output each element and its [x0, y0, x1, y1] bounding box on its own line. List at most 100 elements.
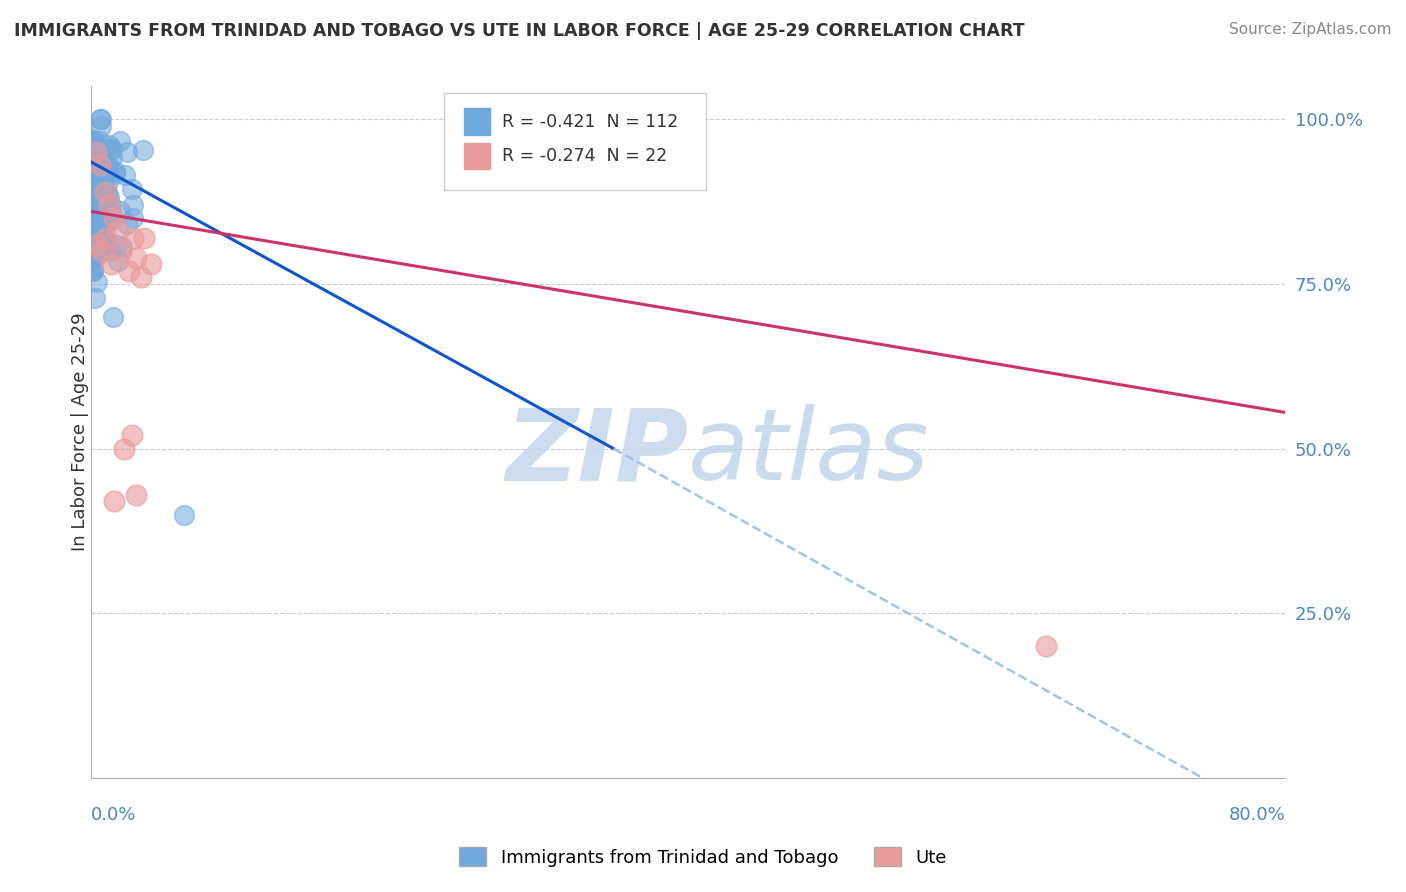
- Point: [82, 133, 104, 147]
- Point: [107, 224, 129, 238]
- Point: [98, 215, 121, 229]
- Point: [83, 211, 105, 226]
- Point: [89, 155, 111, 169]
- Point: [84, 162, 107, 177]
- Point: [103, 494, 125, 508]
- Point: [91, 183, 114, 197]
- Point: [82, 190, 104, 204]
- Point: [89, 218, 111, 232]
- Point: [121, 428, 143, 442]
- Point: [91, 228, 114, 243]
- Point: [97, 190, 120, 204]
- Point: [122, 211, 145, 226]
- Point: [112, 442, 135, 456]
- Point: [91, 176, 114, 190]
- Point: [101, 150, 124, 164]
- Point: [82, 200, 104, 214]
- Point: [107, 254, 129, 268]
- Point: [82, 169, 104, 184]
- Point: [117, 145, 139, 159]
- Point: [84, 135, 107, 149]
- Point: [83, 150, 105, 164]
- Point: [84, 199, 107, 213]
- Point: [132, 143, 155, 157]
- Point: [86, 175, 108, 189]
- Point: [84, 145, 107, 160]
- Point: [100, 257, 122, 271]
- Point: [111, 240, 134, 254]
- Point: [94, 215, 117, 229]
- Point: [97, 157, 120, 171]
- Point: [98, 138, 121, 153]
- Point: [104, 164, 127, 178]
- Point: [86, 174, 108, 188]
- Point: [83, 163, 105, 178]
- Point: [100, 142, 122, 156]
- Point: [91, 242, 114, 256]
- Point: [84, 238, 107, 252]
- Point: [87, 194, 110, 208]
- Point: [82, 133, 104, 147]
- Point: [139, 257, 162, 271]
- Legend: Immigrants from Trinidad and Tobago, Ute: Immigrants from Trinidad and Tobago, Ute: [451, 840, 955, 874]
- Point: [98, 198, 121, 212]
- Bar: [464, 143, 491, 169]
- Point: [84, 177, 107, 191]
- Point: [93, 153, 115, 167]
- Point: [82, 169, 104, 184]
- Point: [82, 243, 104, 257]
- Point: [82, 216, 104, 230]
- Point: [118, 264, 141, 278]
- Point: [129, 270, 152, 285]
- Point: [89, 158, 111, 172]
- Point: [82, 235, 104, 249]
- Point: [82, 224, 104, 238]
- Point: [83, 158, 105, 172]
- Point: [82, 139, 104, 153]
- Y-axis label: In Labor Force | Age 25-29: In Labor Force | Age 25-29: [72, 313, 89, 551]
- Point: [89, 112, 111, 127]
- Point: [83, 182, 105, 196]
- Point: [122, 197, 145, 211]
- Point: [83, 193, 105, 207]
- Point: [86, 237, 108, 252]
- Point: [82, 251, 104, 265]
- Point: [84, 239, 107, 253]
- Point: [87, 191, 110, 205]
- Point: [91, 173, 114, 187]
- Point: [84, 241, 107, 255]
- Text: 0.0%: 0.0%: [91, 805, 136, 823]
- Point: [173, 508, 195, 522]
- Point: [84, 291, 107, 305]
- Point: [82, 261, 104, 276]
- Point: [87, 162, 110, 177]
- Point: [96, 186, 118, 200]
- Point: [97, 162, 120, 177]
- Point: [94, 187, 117, 202]
- Point: [90, 244, 112, 258]
- Point: [101, 310, 124, 324]
- Point: [86, 149, 108, 163]
- Point: [97, 142, 120, 156]
- Point: [82, 198, 104, 212]
- Point: [122, 231, 145, 245]
- Point: [84, 162, 107, 177]
- Point: [89, 173, 111, 187]
- Point: [82, 250, 104, 264]
- Text: 80.0%: 80.0%: [1229, 805, 1285, 823]
- Point: [121, 182, 143, 196]
- Point: [89, 134, 111, 148]
- Point: [82, 135, 104, 149]
- Point: [84, 196, 107, 211]
- Point: [98, 244, 121, 258]
- Point: [82, 254, 104, 268]
- Point: [108, 134, 131, 148]
- Text: Source: ZipAtlas.com: Source: ZipAtlas.com: [1229, 22, 1392, 37]
- Point: [82, 262, 104, 277]
- Point: [96, 159, 118, 173]
- Point: [84, 172, 107, 186]
- Point: [100, 207, 122, 221]
- Point: [104, 167, 127, 181]
- Point: [91, 210, 114, 224]
- Point: [91, 241, 114, 255]
